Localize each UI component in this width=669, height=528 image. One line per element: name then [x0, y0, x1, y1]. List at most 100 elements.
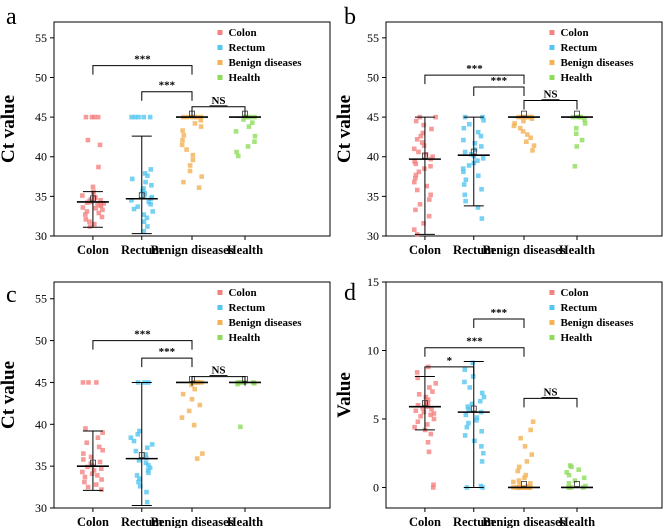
data-point: [472, 147, 478, 152]
data-point: [431, 411, 437, 416]
data-point: [179, 415, 185, 420]
data-point: [516, 464, 522, 470]
data-point: [425, 439, 431, 445]
data-point: [529, 452, 535, 457]
data-point: [418, 133, 424, 139]
data-point: [141, 114, 147, 120]
data-point: [423, 152, 429, 157]
data-point: [198, 124, 204, 129]
data-point: [470, 374, 476, 379]
data-point: [479, 186, 484, 192]
y-tick-label: 45: [35, 110, 47, 124]
data-point: [517, 125, 523, 131]
data-point: [196, 185, 202, 190]
data-point: [465, 404, 471, 409]
x-tick-label: Rectum: [121, 515, 163, 528]
data-point: [235, 153, 241, 159]
y-tick-label: 55: [35, 292, 47, 306]
data-point: [148, 167, 154, 172]
data-point: [184, 147, 189, 152]
significance-label: NS: [211, 95, 225, 107]
y-tick-label: 35: [35, 189, 47, 203]
data-point: [462, 192, 468, 198]
data-point: [199, 174, 204, 179]
legend-marker: [217, 335, 223, 340]
data-point: [429, 126, 434, 132]
mean-marker: [422, 400, 428, 407]
data-point: [411, 227, 417, 232]
data-point: [512, 121, 517, 126]
data-point: [421, 143, 427, 148]
data-point: [142, 190, 147, 196]
data-point: [431, 416, 437, 422]
data-point: [474, 415, 480, 420]
data-point: [431, 482, 436, 488]
data-point: [187, 163, 193, 168]
data-point: [477, 398, 483, 404]
data-point: [480, 156, 486, 161]
data-point: [135, 204, 141, 209]
data-point: [97, 459, 103, 465]
data-point: [136, 479, 141, 485]
data-point: [479, 429, 484, 434]
data-point: [93, 482, 99, 487]
data-point: [475, 129, 481, 135]
data-point: [145, 173, 150, 179]
y-axis-label: Ct value: [0, 361, 19, 429]
data-point: [144, 489, 149, 495]
data-point: [461, 137, 466, 143]
x-tick-label: Benign diseases: [150, 243, 233, 257]
data-point: [252, 133, 258, 139]
y-tick-label: 35: [367, 189, 379, 203]
data-point: [194, 456, 200, 461]
legend-label: Colon: [560, 287, 588, 299]
data-point: [420, 130, 426, 136]
data-point: [429, 407, 434, 412]
data-point: [430, 154, 435, 160]
y-tick-label: 40: [35, 150, 47, 164]
significance-bracket: [141, 91, 193, 101]
data-point: [413, 175, 418, 181]
significance-bracket: [191, 376, 246, 386]
data-point: [426, 197, 432, 202]
legend-marker: [217, 30, 223, 35]
data-point: [464, 424, 470, 430]
data-point: [91, 468, 97, 473]
data-point: [466, 407, 471, 412]
data-point: [481, 117, 486, 123]
data-point: [85, 137, 91, 143]
data-point: [97, 142, 103, 148]
data-point: [419, 140, 425, 145]
data-point: [479, 144, 484, 149]
mean-marker: [422, 152, 428, 159]
y-tick-label: 30: [35, 229, 47, 243]
data-point: [479, 390, 485, 396]
data-point: [145, 224, 150, 229]
mean-marker: [90, 459, 96, 466]
data-point: [430, 485, 436, 490]
data-point: [235, 381, 240, 387]
data-point: [98, 203, 103, 209]
data-point: [467, 385, 473, 390]
data-point: [83, 212, 88, 217]
y-tick-label: 50: [367, 70, 379, 84]
data-point: [192, 121, 198, 126]
mean-marker: [90, 195, 96, 202]
data-point: [135, 432, 141, 437]
legend-marker: [217, 75, 223, 80]
plot-frame: [385, 21, 663, 237]
data-point: [522, 444, 528, 449]
data-point: [530, 148, 535, 153]
data-point: [129, 198, 134, 203]
legend-label: Rectum: [228, 42, 265, 54]
data-point: [252, 139, 257, 144]
mean-marker: [138, 192, 145, 199]
data-point: [82, 474, 88, 480]
legend-label: Health: [560, 332, 592, 344]
data-point: [186, 408, 192, 414]
data-point: [469, 401, 475, 407]
legend-marker: [217, 305, 223, 310]
data-point: [137, 476, 142, 481]
x-tick-label: Colon: [77, 515, 109, 528]
